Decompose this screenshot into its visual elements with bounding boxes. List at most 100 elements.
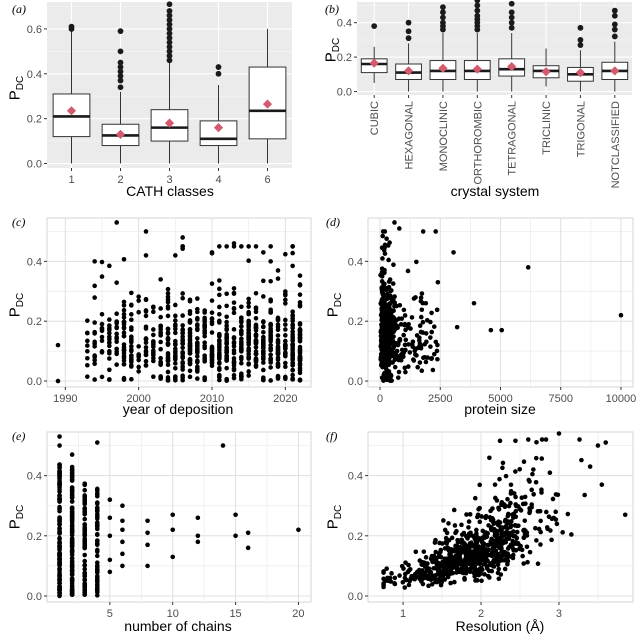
data-point [472, 495, 478, 501]
data-point [217, 286, 222, 292]
data-point [253, 244, 259, 249]
data-point [143, 229, 149, 234]
data-point [151, 327, 156, 332]
data-point [158, 375, 163, 381]
data-point [412, 352, 418, 357]
data-point [82, 538, 88, 544]
data-point [452, 579, 457, 585]
box-1 [52, 23, 91, 164]
data-point [297, 361, 303, 366]
data-point [202, 353, 207, 358]
data-point [521, 459, 527, 464]
outlier-point [166, 48, 173, 55]
data-point [82, 573, 88, 579]
data-point [290, 372, 295, 378]
outlier-point [117, 84, 124, 91]
outlier-point [371, 23, 378, 30]
data-point [239, 354, 244, 360]
data-point [555, 492, 561, 498]
data-point [503, 539, 509, 545]
data-point [57, 525, 62, 531]
data-point [283, 374, 288, 380]
data-point [107, 317, 112, 322]
outlier-point [577, 24, 584, 31]
data-point [165, 294, 171, 300]
data-point [509, 519, 514, 524]
data-point [554, 521, 560, 527]
data-point [380, 303, 386, 309]
outlier-point [474, 2, 481, 9]
data-point [480, 528, 486, 534]
data-point [395, 375, 401, 380]
panel-label: (e) [12, 429, 25, 443]
data-point [392, 340, 398, 346]
data-point [297, 338, 303, 344]
x-tick-label: 1 [68, 174, 74, 186]
data-point [85, 318, 90, 323]
data-point [99, 312, 105, 317]
data-point [224, 244, 229, 249]
data-point [69, 513, 75, 519]
data-point [442, 577, 448, 582]
data-point [231, 286, 237, 291]
panel-a: (a) CATH classes PDC 0.0 0.2 0.4 0.6 1 2 3 4 6 [6, 1, 292, 199]
data-point [92, 320, 97, 325]
data-point [195, 296, 200, 301]
data-point [459, 532, 465, 537]
data-point [429, 329, 435, 335]
data-point [526, 477, 532, 483]
data-point [283, 301, 288, 306]
mean-marker [541, 67, 551, 77]
data-point [297, 292, 303, 297]
data-point [143, 345, 149, 350]
data-point [452, 546, 458, 552]
box-2 [101, 28, 140, 164]
data-point [173, 322, 178, 327]
data-point [209, 319, 215, 325]
data-point [275, 339, 281, 344]
data-point [414, 333, 420, 338]
x-tick-label: 10000 [606, 393, 637, 405]
data-point [261, 329, 266, 335]
data-point [531, 492, 536, 497]
outlier-point [117, 73, 124, 79]
data-point [379, 274, 385, 279]
data-point [69, 470, 75, 475]
data-point [383, 324, 388, 330]
data-point [57, 508, 62, 514]
data-point [481, 557, 487, 563]
y-tick-label: 0.4 [27, 69, 42, 81]
data-point [82, 552, 88, 558]
data-point [297, 273, 303, 278]
data-point [400, 580, 406, 585]
data-point [239, 376, 244, 382]
data-point [290, 356, 295, 362]
data-point [283, 289, 288, 294]
data-point [239, 360, 244, 366]
data-point [423, 300, 429, 306]
y-axis-label: PDC [6, 293, 26, 317]
data-point [491, 559, 496, 564]
outlier-point [166, 57, 173, 64]
data-point [402, 313, 408, 318]
data-point [107, 557, 113, 563]
data-point [57, 498, 62, 504]
data-point [107, 348, 112, 354]
data-point [290, 325, 295, 331]
data-point [429, 553, 435, 559]
data-point [246, 300, 251, 306]
x-tick-label: 2 [478, 608, 484, 620]
data-point [94, 511, 100, 517]
data-point [388, 348, 394, 353]
data-point [165, 330, 171, 336]
data-point [421, 549, 427, 554]
data-point [525, 265, 531, 270]
y-axis-label-subscript: DC [15, 76, 26, 90]
data-point [143, 313, 149, 319]
y-tick-label: 0.0 [27, 376, 42, 388]
data-point [622, 512, 628, 518]
data-point [502, 566, 508, 572]
data-point [57, 541, 62, 546]
data-point [443, 535, 449, 541]
data-point [463, 553, 469, 558]
